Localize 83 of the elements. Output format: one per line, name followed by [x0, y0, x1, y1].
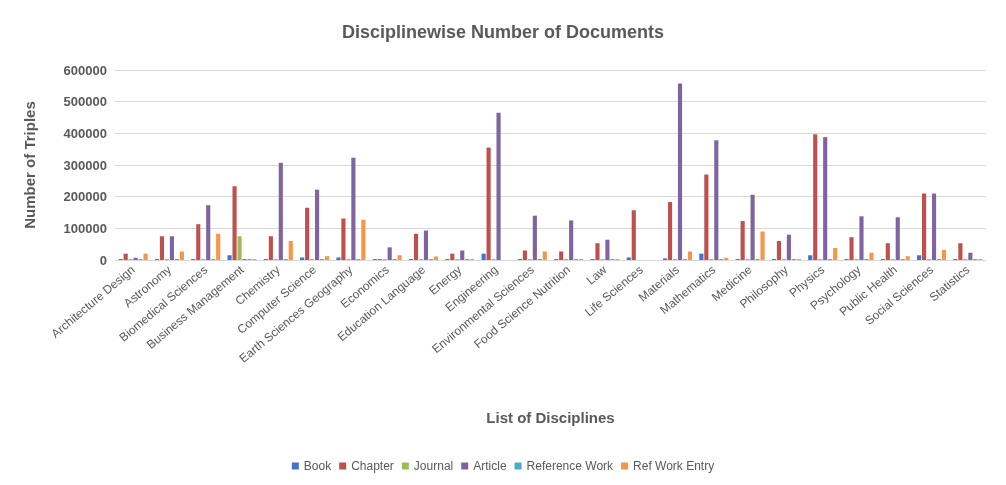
bar [288, 241, 293, 260]
bar [917, 255, 922, 260]
bar [237, 236, 242, 260]
bar [941, 249, 947, 260]
bar [626, 257, 631, 260]
bar [522, 250, 527, 260]
bar [159, 236, 165, 260]
bar [714, 140, 719, 260]
bar [532, 215, 537, 260]
bar [336, 257, 341, 260]
bar [740, 221, 745, 260]
bar [869, 252, 874, 260]
bar [595, 243, 600, 260]
bar [569, 220, 574, 260]
y-axis-title: Number of Triples [21, 101, 38, 229]
bar [361, 219, 366, 260]
legend-label: Ref Work Entry [633, 459, 715, 473]
bar [931, 193, 937, 260]
bar [905, 256, 910, 260]
bar [450, 253, 455, 260]
bar [123, 253, 128, 260]
bar [776, 241, 781, 260]
bar [216, 233, 221, 260]
bar [813, 134, 818, 260]
y-tick-label: 0 [99, 252, 107, 268]
bar [496, 112, 501, 260]
bar [278, 162, 283, 260]
x-axis-title: List of Disciplines [486, 409, 615, 426]
bar [305, 207, 310, 260]
bar [423, 230, 429, 260]
bar [895, 217, 900, 260]
y-tick-label: 100000 [63, 220, 107, 236]
bar [486, 147, 491, 260]
bar [808, 255, 813, 260]
bar [232, 186, 237, 260]
bar [849, 237, 854, 260]
bar [833, 247, 838, 260]
y-tick-label: 300000 [63, 157, 107, 173]
bar [968, 252, 973, 260]
bar [542, 251, 547, 260]
bar [922, 193, 927, 260]
y-tick-label: 400000 [63, 125, 107, 141]
legend-label: Book [303, 459, 333, 473]
bar [300, 257, 305, 260]
bar [667, 202, 673, 260]
bar [397, 255, 402, 260]
y-tick-label: 500000 [63, 94, 107, 110]
bar [605, 239, 610, 260]
y-tick-label: 600000 [63, 62, 107, 78]
bar [704, 174, 709, 260]
bar [786, 234, 791, 260]
bar [481, 253, 486, 260]
bar [460, 250, 465, 260]
bar [760, 231, 765, 260]
bar [413, 233, 419, 260]
bar [631, 210, 636, 260]
legend-label: Article [473, 459, 507, 473]
y-tick-label: 200000 [63, 189, 107, 205]
legend-label: Journal [413, 459, 454, 473]
bar [169, 236, 174, 260]
bar [351, 157, 356, 260]
bar [885, 243, 890, 260]
bar [227, 255, 232, 260]
bar [823, 137, 828, 260]
chart-title: Disciplinewise Number of Documents [341, 22, 665, 42]
bar [859, 216, 864, 260]
bar [687, 251, 693, 260]
bar [387, 247, 392, 260]
bar [559, 251, 564, 260]
bar [143, 253, 148, 260]
bar [196, 224, 201, 260]
bar [268, 236, 273, 260]
bar [958, 243, 963, 260]
bar [179, 251, 184, 260]
bar [315, 189, 320, 260]
bar [324, 256, 330, 260]
bar [206, 205, 211, 260]
bar [341, 218, 346, 260]
bar [750, 194, 755, 260]
bar [699, 253, 704, 260]
bar [677, 83, 683, 260]
legend-label: Reference Work [526, 459, 615, 473]
legend-label: Chapter [351, 459, 394, 473]
